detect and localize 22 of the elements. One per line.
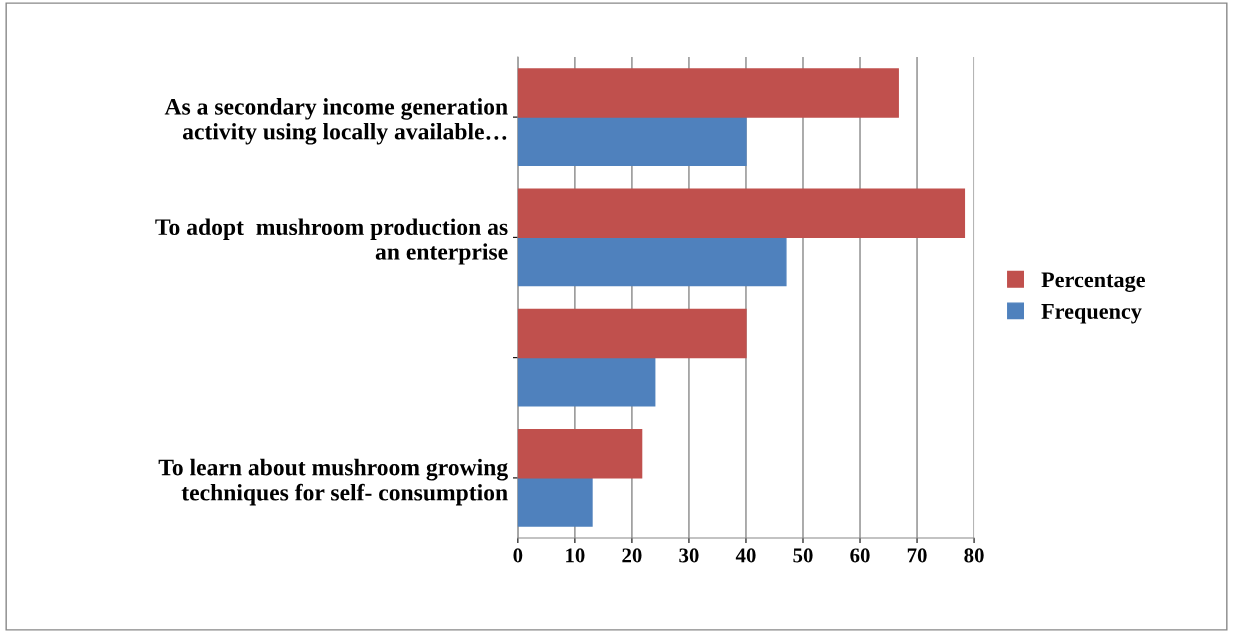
legend-label: Frequency bbox=[1041, 304, 1142, 324]
bar bbox=[517, 429, 643, 479]
legend-label: Percentage bbox=[1041, 272, 1145, 293]
y-tick-label: To learn about mushroom growing techniques for self- consumption bbox=[158, 458, 508, 506]
x-tick-label: 0 bbox=[513, 548, 523, 563]
bar bbox=[517, 188, 966, 239]
bar bbox=[517, 356, 656, 407]
x-tick-label: 40 bbox=[735, 548, 756, 563]
x-tick-label: 50 bbox=[793, 548, 813, 563]
x-tick-label: 70 bbox=[907, 548, 927, 563]
y-tick-label: To adopt mushroom production as an enterprise bbox=[155, 218, 508, 265]
x-tick-label: 30 bbox=[679, 548, 699, 563]
bar bbox=[517, 68, 899, 118]
bar bbox=[517, 308, 747, 359]
bar bbox=[517, 236, 787, 287]
y-tick-label: As a secondary income generation activity using locally available… bbox=[164, 98, 508, 145]
bar bbox=[517, 477, 593, 527]
x-tick-label: 10 bbox=[566, 548, 585, 563]
bar bbox=[517, 116, 747, 166]
x-tick-label: 20 bbox=[622, 548, 642, 563]
x-tick-label: 80 bbox=[964, 548, 984, 563]
x-tick-label: 60 bbox=[850, 548, 870, 563]
